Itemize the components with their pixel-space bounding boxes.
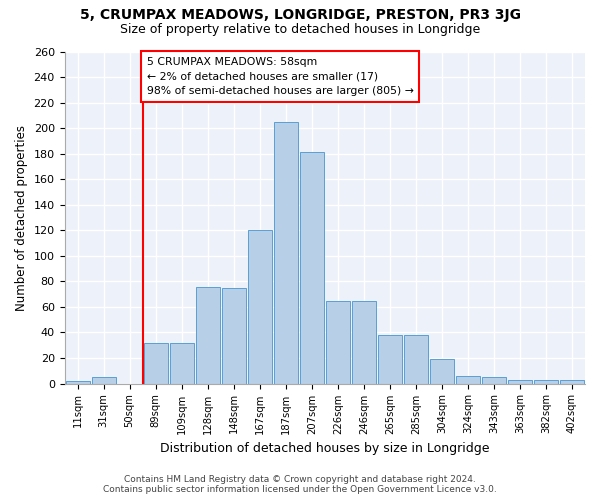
Bar: [560, 380, 584, 384]
Text: 5 CRUMPAX MEADOWS: 58sqm
← 2% of detached houses are smaller (17)
98% of semi-de: 5 CRUMPAX MEADOWS: 58sqm ← 2% of detache…: [146, 56, 413, 96]
Bar: [300, 152, 324, 384]
Bar: [508, 380, 532, 384]
Bar: [534, 380, 558, 384]
Y-axis label: Number of detached properties: Number of detached properties: [15, 124, 28, 310]
X-axis label: Distribution of detached houses by size in Longridge: Distribution of detached houses by size …: [160, 442, 490, 455]
Bar: [222, 288, 245, 384]
Bar: [248, 230, 272, 384]
Bar: [352, 300, 376, 384]
Bar: [326, 300, 350, 384]
Text: 5, CRUMPAX MEADOWS, LONGRIDGE, PRESTON, PR3 3JG: 5, CRUMPAX MEADOWS, LONGRIDGE, PRESTON, …: [79, 8, 521, 22]
Text: Size of property relative to detached houses in Longridge: Size of property relative to detached ho…: [120, 22, 480, 36]
Bar: [404, 335, 428, 384]
Bar: [274, 122, 298, 384]
Bar: [65, 381, 89, 384]
Bar: [482, 377, 506, 384]
Bar: [378, 335, 402, 384]
Bar: [456, 376, 480, 384]
Bar: [143, 342, 167, 384]
Text: Contains HM Land Registry data © Crown copyright and database right 2024.
Contai: Contains HM Land Registry data © Crown c…: [103, 474, 497, 494]
Bar: [196, 286, 220, 384]
Bar: [92, 377, 116, 384]
Bar: [430, 360, 454, 384]
Bar: [170, 342, 194, 384]
